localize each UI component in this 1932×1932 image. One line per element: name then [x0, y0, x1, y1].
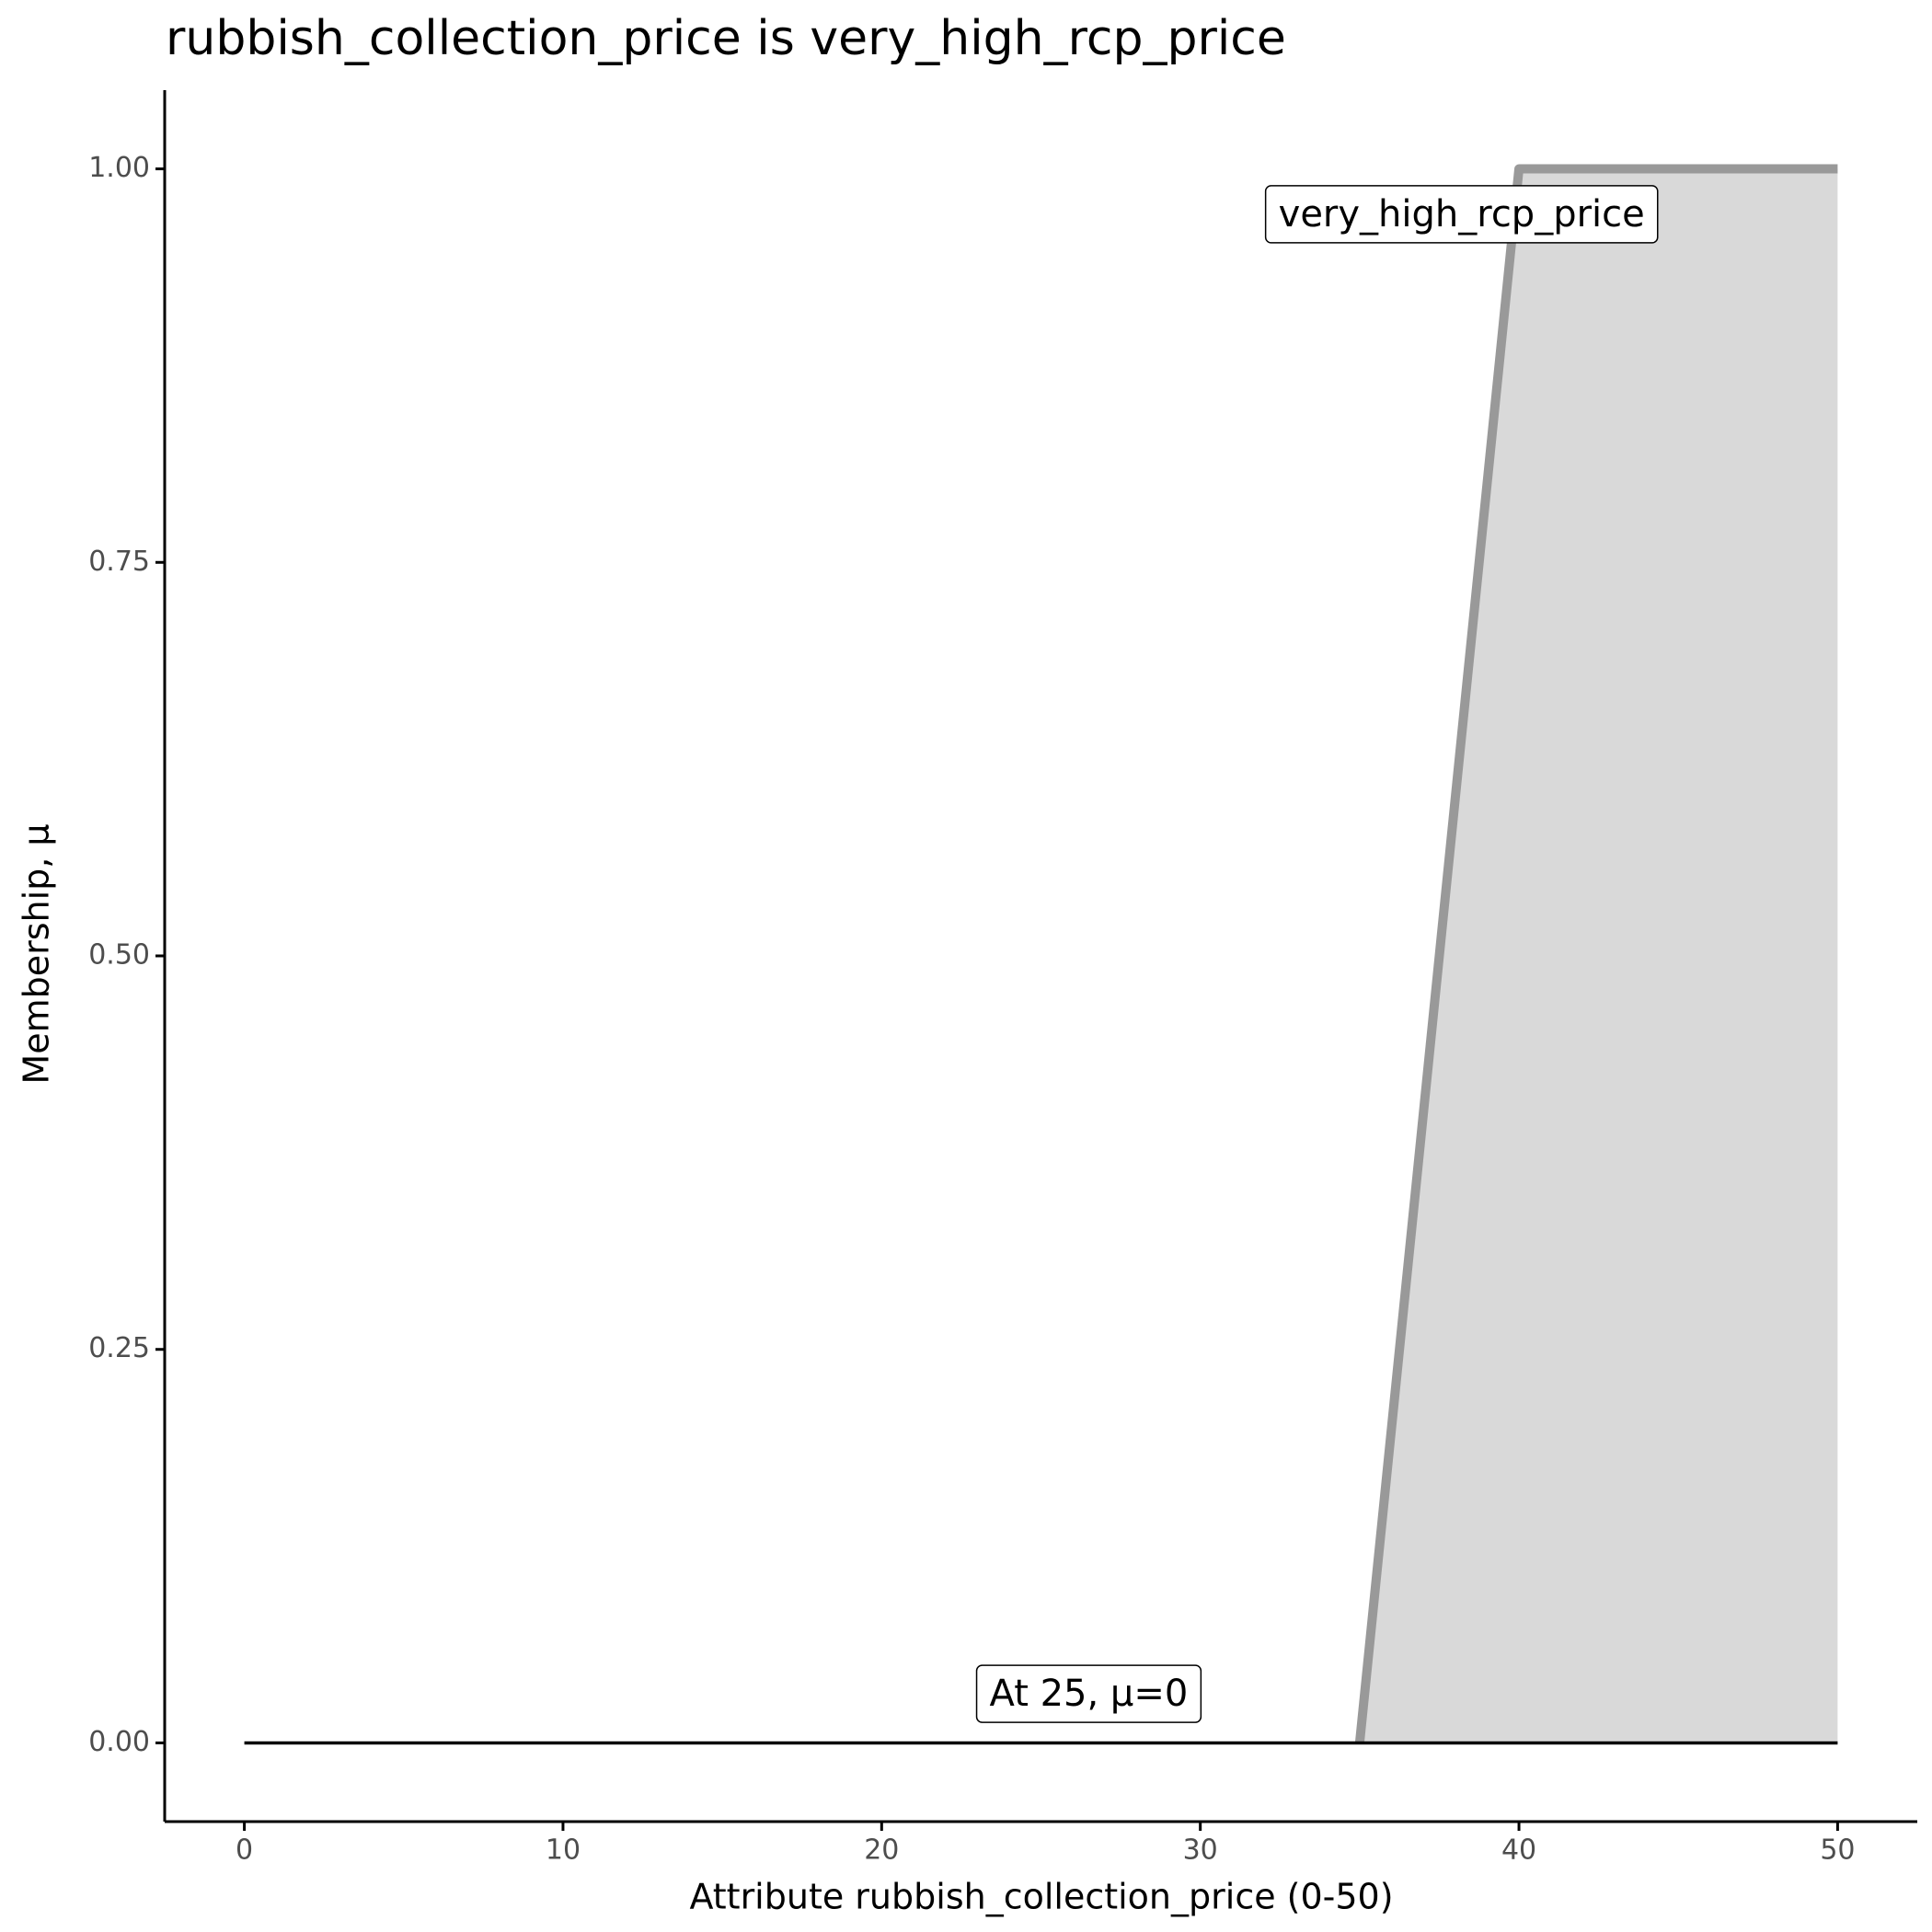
- x-tick-label: 50: [1820, 1834, 1855, 1867]
- x-tick-label: 10: [546, 1834, 581, 1867]
- annotation-box: [1264, 185, 1659, 244]
- annotation: very_high_rcp_price: [1279, 193, 1645, 236]
- y-tick-label: 1.00: [88, 152, 150, 184]
- annotation: At 25, μ=0: [990, 1673, 1189, 1715]
- x-tick-label: 40: [1501, 1834, 1536, 1867]
- y-tick-label: 0.00: [88, 1726, 150, 1758]
- x-tick-label: 20: [864, 1834, 899, 1867]
- annotation-box: [975, 1664, 1202, 1723]
- chart-title: rubbish_collection_price is very_high_rc…: [166, 11, 1286, 66]
- y-tick-label: 0.75: [88, 546, 150, 578]
- line: [1354, 164, 1838, 1743]
- area: [1359, 168, 1838, 1743]
- y-axis-title: Membership, μ: [17, 823, 57, 1084]
- x-tick-label: 30: [1183, 1834, 1218, 1867]
- y-tick-label: 0.50: [88, 939, 150, 972]
- x-tick-label: 0: [236, 1834, 253, 1867]
- y-tick-label: 0.25: [88, 1332, 150, 1364]
- x-axis-title: Attribute rubbish_collection_price (0-50…: [689, 1877, 1393, 1917]
